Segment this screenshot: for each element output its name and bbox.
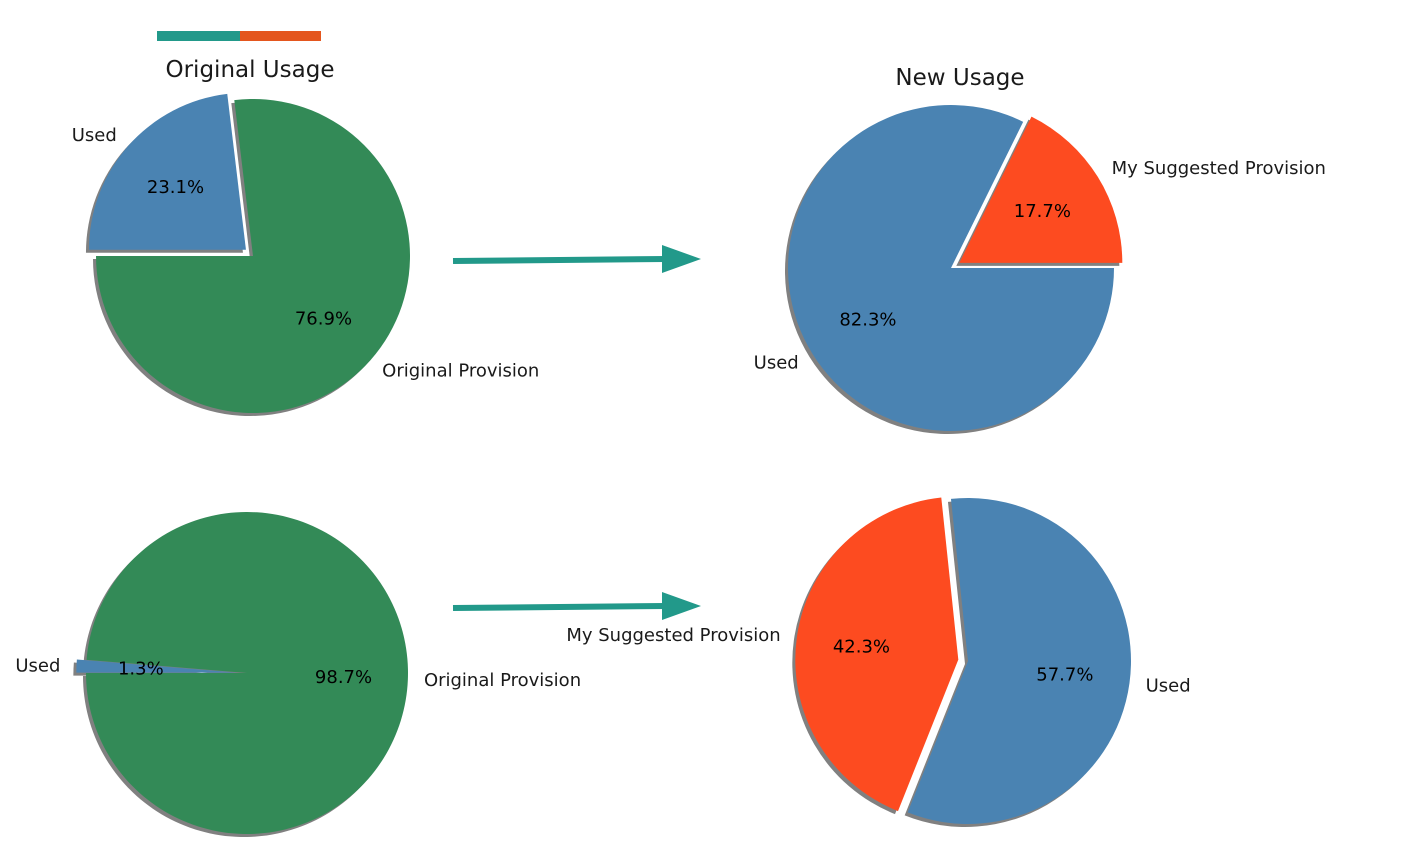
slice-label-my-suggested-provision: My Suggested Provision <box>1112 158 1326 179</box>
slice-percent-used: 1.3% <box>118 659 164 680</box>
header-bar-right <box>240 31 321 41</box>
header-bar-left <box>157 31 240 41</box>
pie-slice-original-provision <box>96 99 410 414</box>
slice-percent-used: 23.1% <box>147 177 204 198</box>
arrow-top <box>452 245 701 273</box>
slice-label-used: Used <box>72 125 117 146</box>
slice-percent-original-provision: 98.7% <box>315 667 372 688</box>
slice-label-my-suggested-provision: My Suggested Provision <box>566 625 780 646</box>
slice-percent-my-suggested-provision: 42.3% <box>833 636 890 657</box>
slice-percent-used: 57.7% <box>1036 664 1093 685</box>
slice-percent-my-suggested-provision: 17.7% <box>1014 201 1071 222</box>
slice-percent-original-provision: 76.9% <box>295 309 352 330</box>
pie-slice-used <box>88 93 246 250</box>
pie-new-usage-top: My Suggested Provision 17.7% Used 82.3% <box>754 104 1326 435</box>
pie-original-usage-top: Original Provision 76.9% Used 23.1% <box>72 93 539 417</box>
pie-slice-used <box>76 659 238 673</box>
pie-slice-used <box>787 104 1114 431</box>
chart-title-new-usage: New Usage <box>895 65 1024 91</box>
pie-slice-original-provision <box>86 512 409 835</box>
slice-label-original-provision: Original Provision <box>382 361 539 382</box>
pie-original-usage-bottom: Original Provision 98.7% Used 1.3% <box>15 512 581 838</box>
slice-label-used: Used <box>1146 676 1191 697</box>
slice-label-original-provision: Original Provision <box>424 670 581 691</box>
pie-new-usage-bottom: My Suggested Provision 42.3% Used 57.7% <box>566 497 1191 827</box>
pie-slice-my-suggested-provision <box>795 497 959 812</box>
pie-slice-used <box>907 497 1131 824</box>
slice-label-used: Used <box>15 655 60 676</box>
chart-title-original-usage: Original Usage <box>166 57 335 83</box>
slice-label-used: Used <box>754 353 799 374</box>
arrow-bottom <box>452 592 701 620</box>
pie-slice-my-suggested-provision <box>959 116 1123 263</box>
slice-percent-used: 82.3% <box>839 310 896 331</box>
